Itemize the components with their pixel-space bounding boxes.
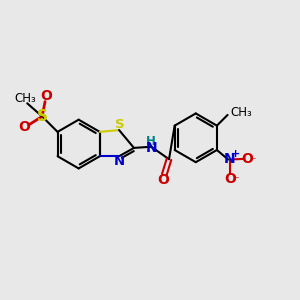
Text: CH₃: CH₃ (231, 106, 252, 119)
Text: S: S (115, 118, 124, 131)
Text: ⁻: ⁻ (232, 175, 238, 188)
Text: O: O (241, 152, 253, 166)
Text: O: O (19, 119, 31, 134)
Text: N: N (146, 141, 157, 154)
Text: O: O (224, 172, 236, 186)
Text: O: O (157, 173, 169, 187)
Text: H: H (146, 135, 156, 148)
Text: +: + (230, 149, 240, 159)
Text: CH₃: CH₃ (15, 92, 36, 105)
Text: S: S (37, 109, 48, 124)
Text: N: N (114, 155, 125, 168)
Text: N: N (224, 152, 236, 166)
Text: O: O (40, 89, 52, 103)
Text: ⁻: ⁻ (250, 155, 256, 168)
